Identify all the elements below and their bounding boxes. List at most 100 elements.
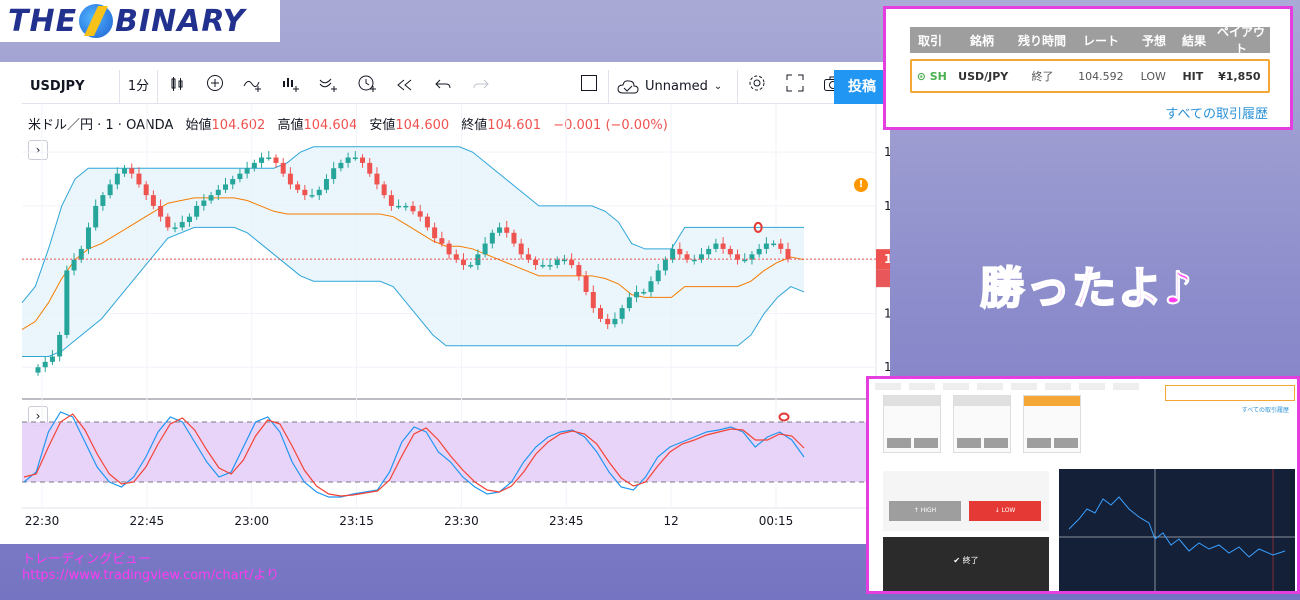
candles-style-icon[interactable]	[158, 70, 196, 104]
logo-text-left: THE	[8, 3, 78, 39]
candle-body	[763, 243, 769, 249]
candle-body	[648, 281, 654, 292]
layout-menu-button[interactable]: Unnamed ⌄	[609, 70, 737, 104]
time-tick-label: 22:45	[130, 514, 165, 528]
candle-body	[352, 157, 358, 160]
candle-body	[655, 270, 661, 282]
candle-body	[771, 243, 777, 246]
candle-body	[590, 291, 596, 309]
candle-body	[576, 265, 582, 276]
candle-body	[641, 291, 647, 294]
low-value: 104.600	[395, 118, 450, 133]
candle-body	[691, 259, 697, 262]
thumb-price-line	[1068, 496, 1286, 558]
stoch-d-line	[23, 413, 805, 497]
candle-body	[518, 243, 524, 255]
fullscreen-icon[interactable]	[776, 70, 814, 104]
bollinger-bands	[21, 146, 805, 357]
candle-body	[295, 184, 301, 190]
annotations: 104.60100:42	[22, 221, 890, 288]
candle-body	[136, 173, 142, 185]
candle-body	[460, 259, 466, 266]
undo-icon[interactable]	[424, 70, 462, 104]
cloud-icon	[617, 79, 639, 93]
thumb-low-button: ↓ LOW	[969, 501, 1041, 521]
layout-name: Unnamed	[645, 78, 708, 94]
oscillator-marker	[778, 412, 790, 422]
candle-body	[100, 195, 106, 206]
candle-body	[727, 248, 733, 255]
candle-body	[165, 216, 171, 228]
price-tick-label: 104.800	[884, 145, 890, 159]
candle-body	[598, 308, 603, 319]
fullscreen-layout-icon[interactable]	[570, 70, 608, 104]
candle-body	[735, 254, 741, 260]
price-chart: 104.800 104.700 104.600 104.500 104.400 22:3…	[21, 102, 890, 528]
candle-body	[309, 195, 315, 197]
candle-body	[605, 318, 611, 325]
candle-body	[114, 173, 120, 185]
candle-body	[78, 248, 84, 260]
candle-body	[42, 361, 48, 368]
time-tick-label: 12	[664, 514, 679, 528]
oscillator-band	[22, 422, 876, 482]
time-tick-label: 23:30	[444, 514, 479, 528]
interval-button[interactable]: 1分	[120, 69, 158, 104]
chart-toolbar: USDJPY 1分	[22, 69, 888, 104]
alert-badge-icon[interactable]: !	[854, 178, 868, 192]
add-compare-icon[interactable]	[196, 70, 234, 104]
candle-body	[670, 248, 676, 260]
candle-body	[302, 189, 308, 196]
symbol-search-button[interactable]: USDJPY	[22, 69, 120, 104]
trade-row[interactable]: ⊙ SH USD/JPY 終了 104.592 LOW HIT ¥1,850	[910, 59, 1270, 93]
countdown-label-bg	[876, 269, 890, 288]
candle-body	[424, 216, 430, 228]
high-label: 高値	[277, 118, 304, 133]
header-remaining: 残り時間	[1017, 33, 1066, 48]
candle-body	[497, 227, 503, 233]
trade-type: ⊙ SH	[916, 69, 947, 83]
redo-icon[interactable]	[462, 70, 500, 104]
candle-body	[49, 356, 55, 362]
alert-clock-icon[interactable]	[348, 70, 386, 104]
logo-text-right: BINARY	[115, 3, 246, 39]
candle-body	[186, 216, 192, 223]
time-tick-label: 22:30	[25, 514, 60, 528]
candle-body	[504, 227, 510, 233]
thumb-status-panel: ✔ 終了	[883, 537, 1049, 591]
compare-strategy-icon[interactable]	[310, 70, 348, 104]
settings-gear-icon[interactable]	[738, 70, 776, 104]
site-logo: THE BINARY	[0, 0, 280, 42]
candle-body	[57, 334, 63, 357]
candle-body	[677, 248, 683, 255]
trade-table-header: 取引 銘柄 残り時間 レート 予想 結果 ペイアウト	[910, 25, 1270, 56]
candle-body	[223, 184, 228, 190]
candle-body	[201, 200, 207, 206]
candle-body	[446, 243, 452, 255]
indicators-icon[interactable]	[234, 70, 272, 104]
replay-icon[interactable]	[386, 70, 424, 104]
candle-body	[453, 254, 459, 260]
candle-body	[432, 227, 438, 239]
candle-body	[720, 243, 726, 249]
high-value: 104.604	[303, 118, 358, 133]
candle-body	[64, 270, 70, 335]
time-tick-label: 00:15	[759, 514, 794, 528]
open-label: 始値	[185, 118, 212, 133]
templates-icon[interactable]	[272, 70, 310, 104]
candle-body	[749, 254, 755, 260]
candle-body	[482, 243, 488, 255]
publish-button[interactable]: 投稿	[834, 70, 888, 104]
candle-body	[381, 184, 387, 196]
trade-history-link[interactable]: すべての取引履歴	[1165, 107, 1268, 122]
candle-body	[158, 205, 164, 217]
candles	[35, 151, 791, 376]
candle-body	[331, 168, 337, 180]
candle-body	[93, 205, 99, 228]
candle-body	[35, 367, 41, 373]
legend-expand-button[interactable]: ›	[28, 140, 48, 160]
candle-body	[634, 291, 640, 298]
chevron-down-icon: ⌄	[713, 80, 723, 92]
bollinger-basis-line	[21, 197, 805, 331]
candle-body	[388, 195, 394, 206]
